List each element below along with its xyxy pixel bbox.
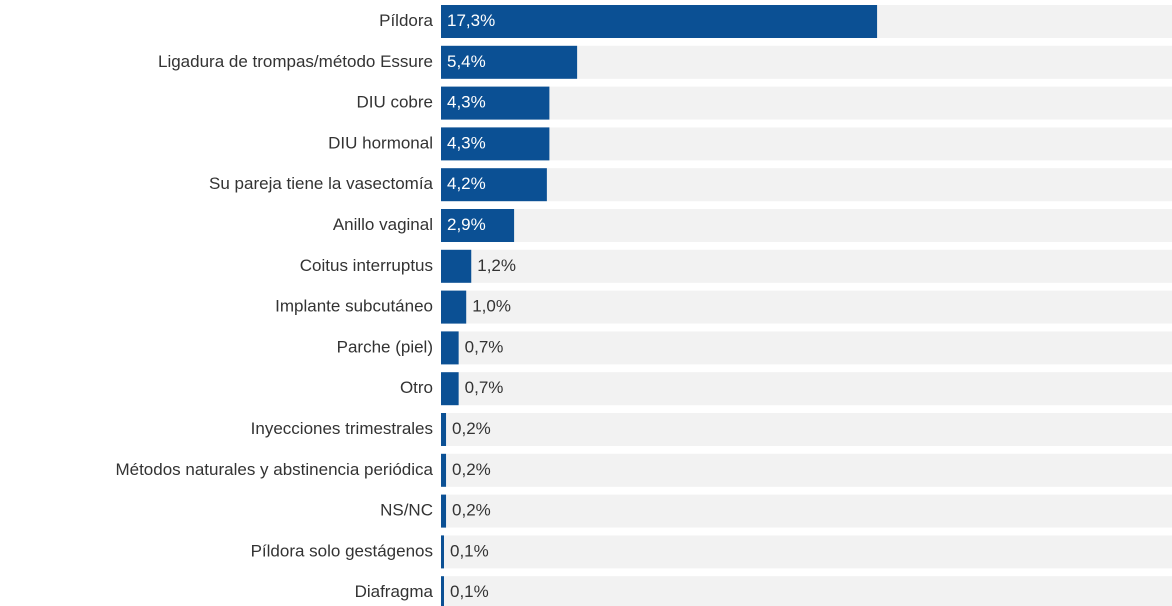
- category-label: Anillo vaginal: [333, 215, 433, 234]
- bar: [441, 494, 447, 528]
- bar-track: [441, 494, 1172, 528]
- bar-track: [441, 86, 1172, 120]
- category-label: Parche (piel): [337, 337, 433, 356]
- value-label: 2,9%: [447, 215, 486, 234]
- value-label: 4,3%: [447, 133, 486, 152]
- bar: [441, 86, 550, 120]
- category-label: Ligadura de trompas/método Essure: [158, 52, 433, 71]
- category-label: DIU cobre: [356, 93, 433, 112]
- category-label: Píldora solo gestágenos: [251, 541, 433, 560]
- bar-track: [441, 290, 1172, 324]
- bar: [441, 290, 467, 324]
- category-label: Su pareja tiene la vasectomía: [209, 174, 434, 193]
- value-label: 5,4%: [447, 52, 486, 71]
- bar: [441, 209, 515, 242]
- bar: [441, 535, 444, 569]
- bar: [441, 331, 459, 365]
- bar-track: [441, 127, 1172, 161]
- bar: [441, 127, 550, 161]
- bar-track: [441, 576, 1172, 606]
- value-label: 4,2%: [447, 174, 486, 193]
- bar-track: [441, 209, 1172, 242]
- value-label: 0,1%: [450, 541, 489, 560]
- category-label: NS/NC: [380, 501, 433, 520]
- value-label: 0,2%: [452, 419, 491, 438]
- bar: [441, 453, 447, 487]
- category-label: Píldora: [379, 11, 433, 30]
- bar-track: [441, 331, 1172, 365]
- category-label: Diafragma: [355, 582, 434, 601]
- value-label: 1,2%: [477, 256, 516, 275]
- bar-track: [441, 372, 1172, 406]
- value-label: 0,2%: [452, 501, 491, 520]
- bar: [441, 45, 578, 79]
- category-label: Implante subcutáneo: [275, 297, 433, 316]
- value-label: 0,7%: [465, 378, 504, 397]
- category-label: Otro: [400, 378, 433, 397]
- bar-track: [441, 535, 1172, 569]
- bar: [441, 372, 459, 406]
- value-label: 0,2%: [452, 460, 491, 479]
- value-label: 17,3%: [447, 11, 495, 30]
- bar: [441, 413, 447, 446]
- value-label: 1,0%: [472, 297, 511, 316]
- category-label: Coitus interruptus: [300, 256, 433, 275]
- value-label: 0,1%: [450, 582, 489, 601]
- category-label: DIU hormonal: [328, 133, 433, 152]
- category-label: Métodos naturales y abstinencia periódic…: [115, 460, 433, 479]
- bar: [441, 168, 547, 202]
- category-label: Inyecciones trimestrales: [251, 419, 433, 438]
- value-label: 4,3%: [447, 93, 486, 112]
- bar: [441, 5, 878, 38]
- bar: [441, 576, 444, 606]
- bar-track: [441, 168, 1172, 202]
- bar-track: [441, 249, 1172, 283]
- bar: [441, 249, 472, 283]
- bar-track: [441, 413, 1172, 446]
- bar-track: [441, 453, 1172, 487]
- value-label: 0,7%: [465, 337, 504, 356]
